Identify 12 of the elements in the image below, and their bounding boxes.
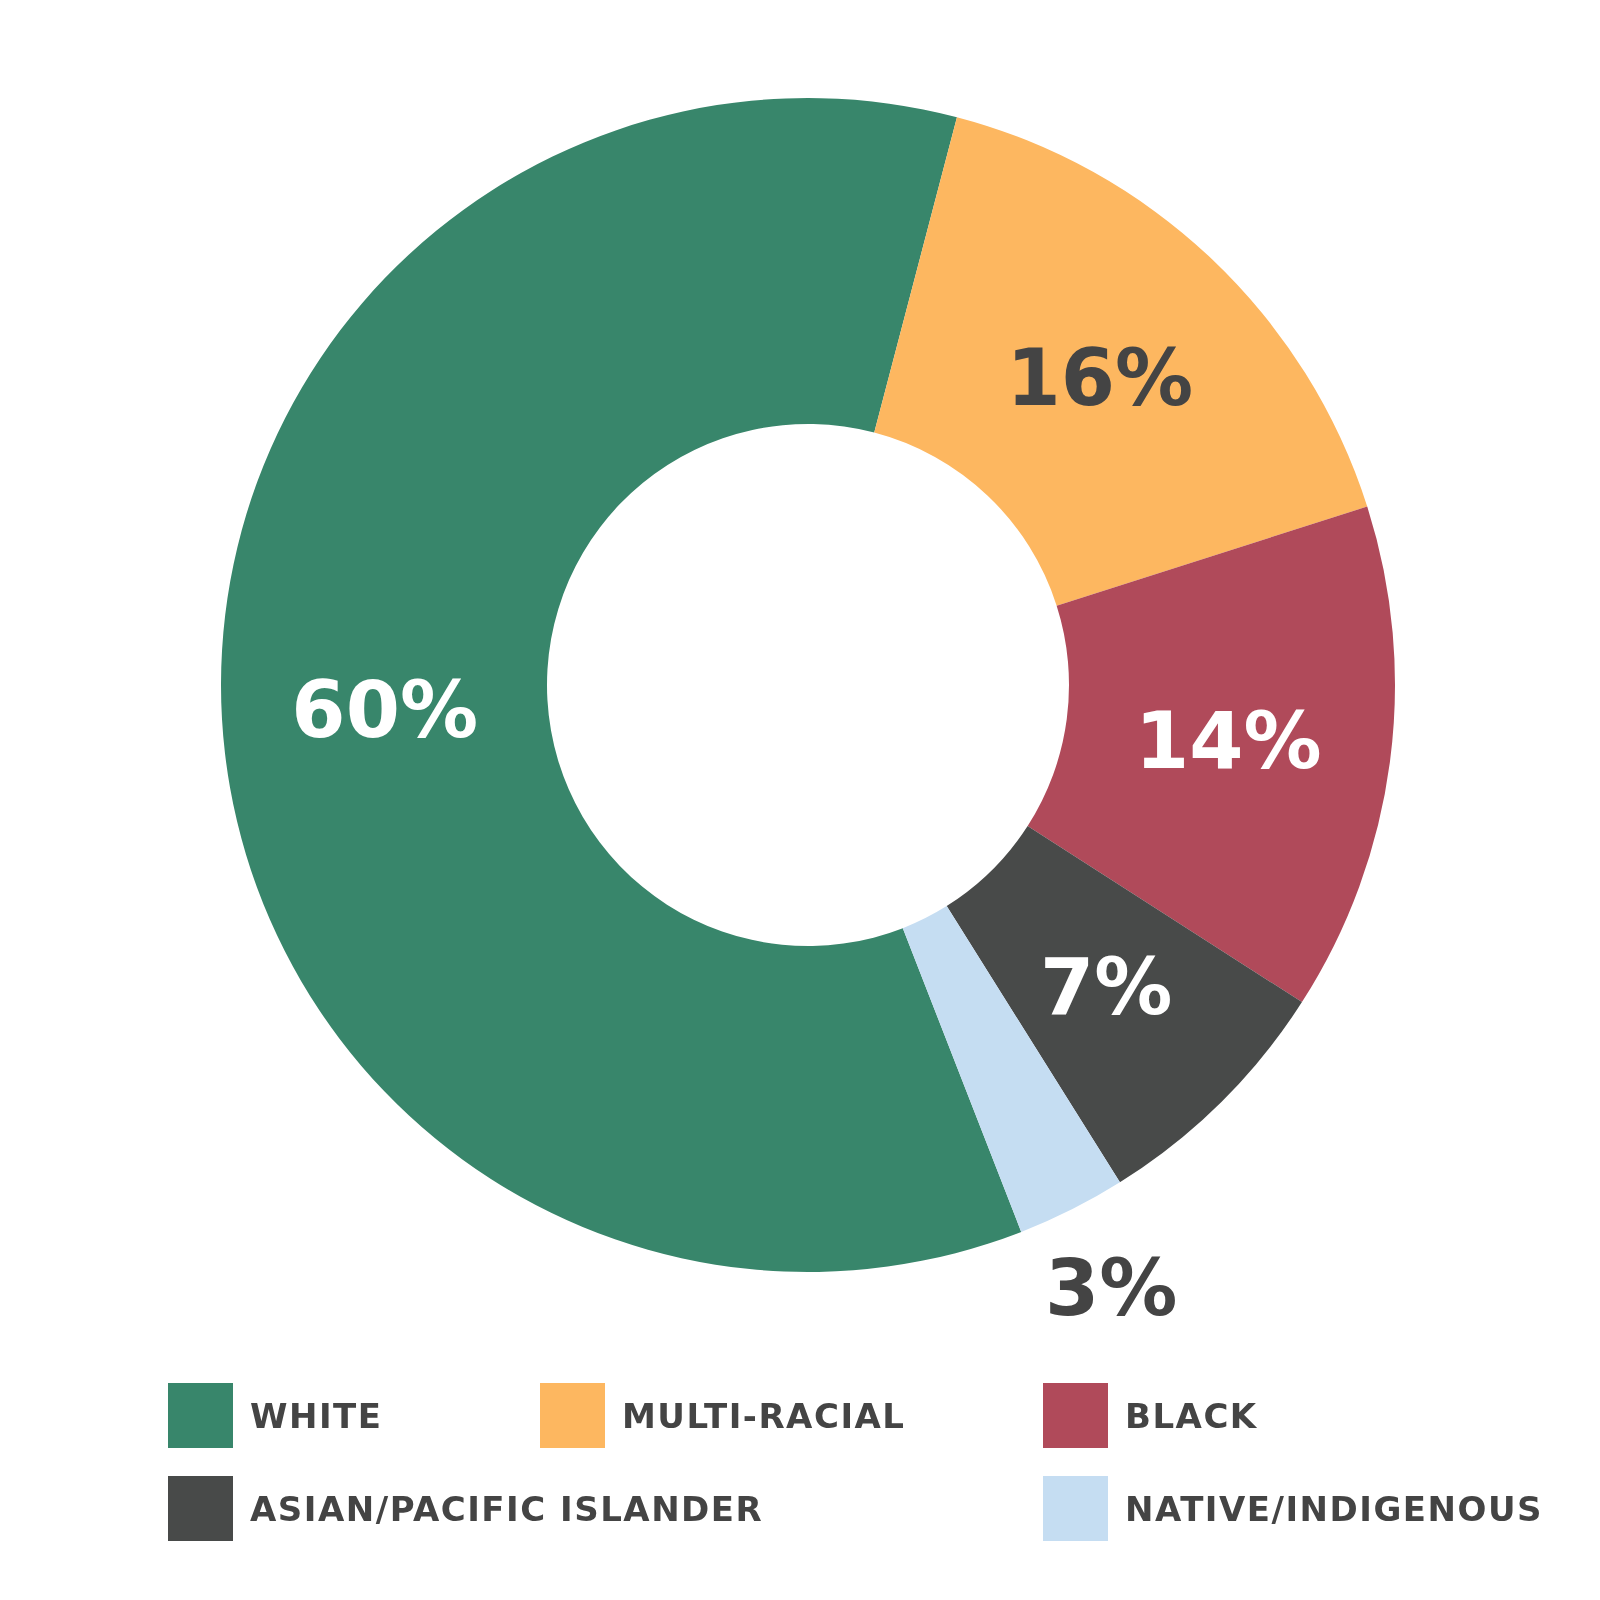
data-label: 60%: [291, 664, 479, 755]
legend-label: MULTI-RACIAL: [622, 1395, 906, 1436]
legend-label: WHITE: [250, 1395, 383, 1436]
data-label: 16%: [1006, 332, 1194, 423]
data-label: 7%: [1040, 941, 1173, 1032]
data-label: 14%: [1135, 695, 1322, 786]
legend-label: NATIVE/INDIGENOUS: [1125, 1488, 1543, 1529]
legend-label: ASIAN/PACIFIC ISLANDER: [250, 1488, 764, 1529]
legend-label: BLACK: [1125, 1395, 1258, 1436]
data-label: 3%: [1045, 1243, 1178, 1334]
donut-slice: [946, 826, 1302, 1183]
donut-slice: [874, 117, 1368, 606]
